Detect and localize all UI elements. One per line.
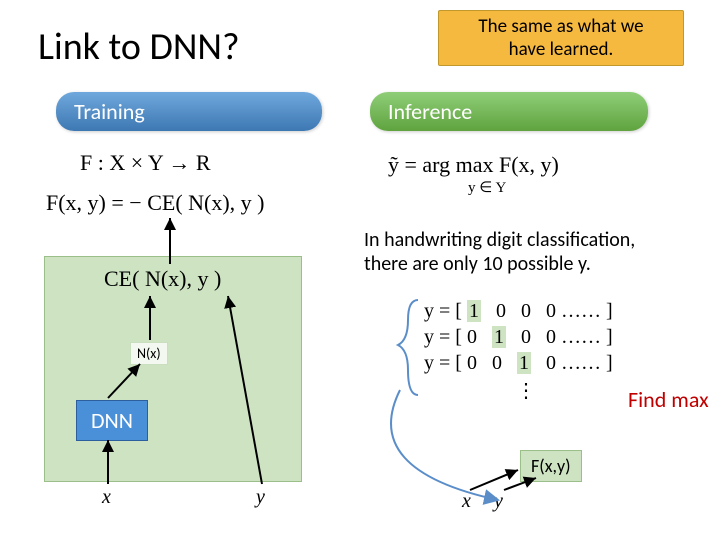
vec-v1: 1 <box>492 326 506 348</box>
body-line2: there are only 10 possible y. <box>364 252 591 276</box>
vec-v2: 1 <box>517 352 531 374</box>
vec-v0: 1 <box>467 300 481 322</box>
y-label-right: y <box>494 490 503 513</box>
vector-row-3: y = [ 0 0 1 0 …… ] <box>424 352 613 375</box>
vec-v0: 0 <box>467 326 477 348</box>
inference-pill: Inference <box>370 92 648 131</box>
formula-f-ce: F(x, y) = − CE( N(x), y ) <box>46 190 265 216</box>
dnn-box: DNN <box>76 400 148 441</box>
vector-row-2: y = [ 0 1 0 0 …… ] <box>424 326 613 349</box>
vec-v3: 0 <box>546 300 556 322</box>
formula-argmax-sub: y ∈ Y <box>468 178 506 197</box>
x-label-right: x <box>462 490 471 513</box>
vec-post: …… ] <box>561 352 613 374</box>
vec-v0: 0 <box>467 352 477 374</box>
vec-pre: y = [ <box>424 326 467 348</box>
vec-v2: 0 <box>521 326 531 348</box>
find-max-label: Find max <box>628 386 709 413</box>
vec-pre: y = [ <box>424 300 467 322</box>
x-label-left: x <box>102 486 111 509</box>
fxy-box: F(x,y) <box>520 450 582 482</box>
vec-post: …… ] <box>561 326 613 348</box>
learned-callout: The same as what we have learned. <box>438 10 684 66</box>
training-pill: Training <box>56 92 322 131</box>
ce-inner: CE( N(x), y ) <box>104 266 221 292</box>
vec-pre: y = [ <box>424 352 467 374</box>
callout-line2: have learned. <box>509 38 614 61</box>
nx-box: N(x) <box>130 342 168 365</box>
vec-v3: 0 <box>546 352 556 374</box>
vec-post: …… ] <box>561 300 613 322</box>
y-label-left: y <box>256 486 265 509</box>
vec-v1: 0 <box>496 300 506 322</box>
vec-v2: 0 <box>521 300 531 322</box>
vector-vdots: ⋮ <box>516 378 536 403</box>
vec-v1: 0 <box>492 352 502 374</box>
vec-v3: 0 <box>546 326 556 348</box>
body-line1: In handwriting digit classification, <box>364 228 635 252</box>
page-title: Link to DNN? <box>38 24 240 70</box>
vector-row-1: y = [ 1 0 0 0 …… ] <box>424 300 613 323</box>
callout-line1: The same as what we <box>478 15 643 38</box>
formula-f-map: F : X × Y → R <box>80 150 211 176</box>
formula-argmax: ỹ = arg max F(x, y) <box>388 152 559 178</box>
